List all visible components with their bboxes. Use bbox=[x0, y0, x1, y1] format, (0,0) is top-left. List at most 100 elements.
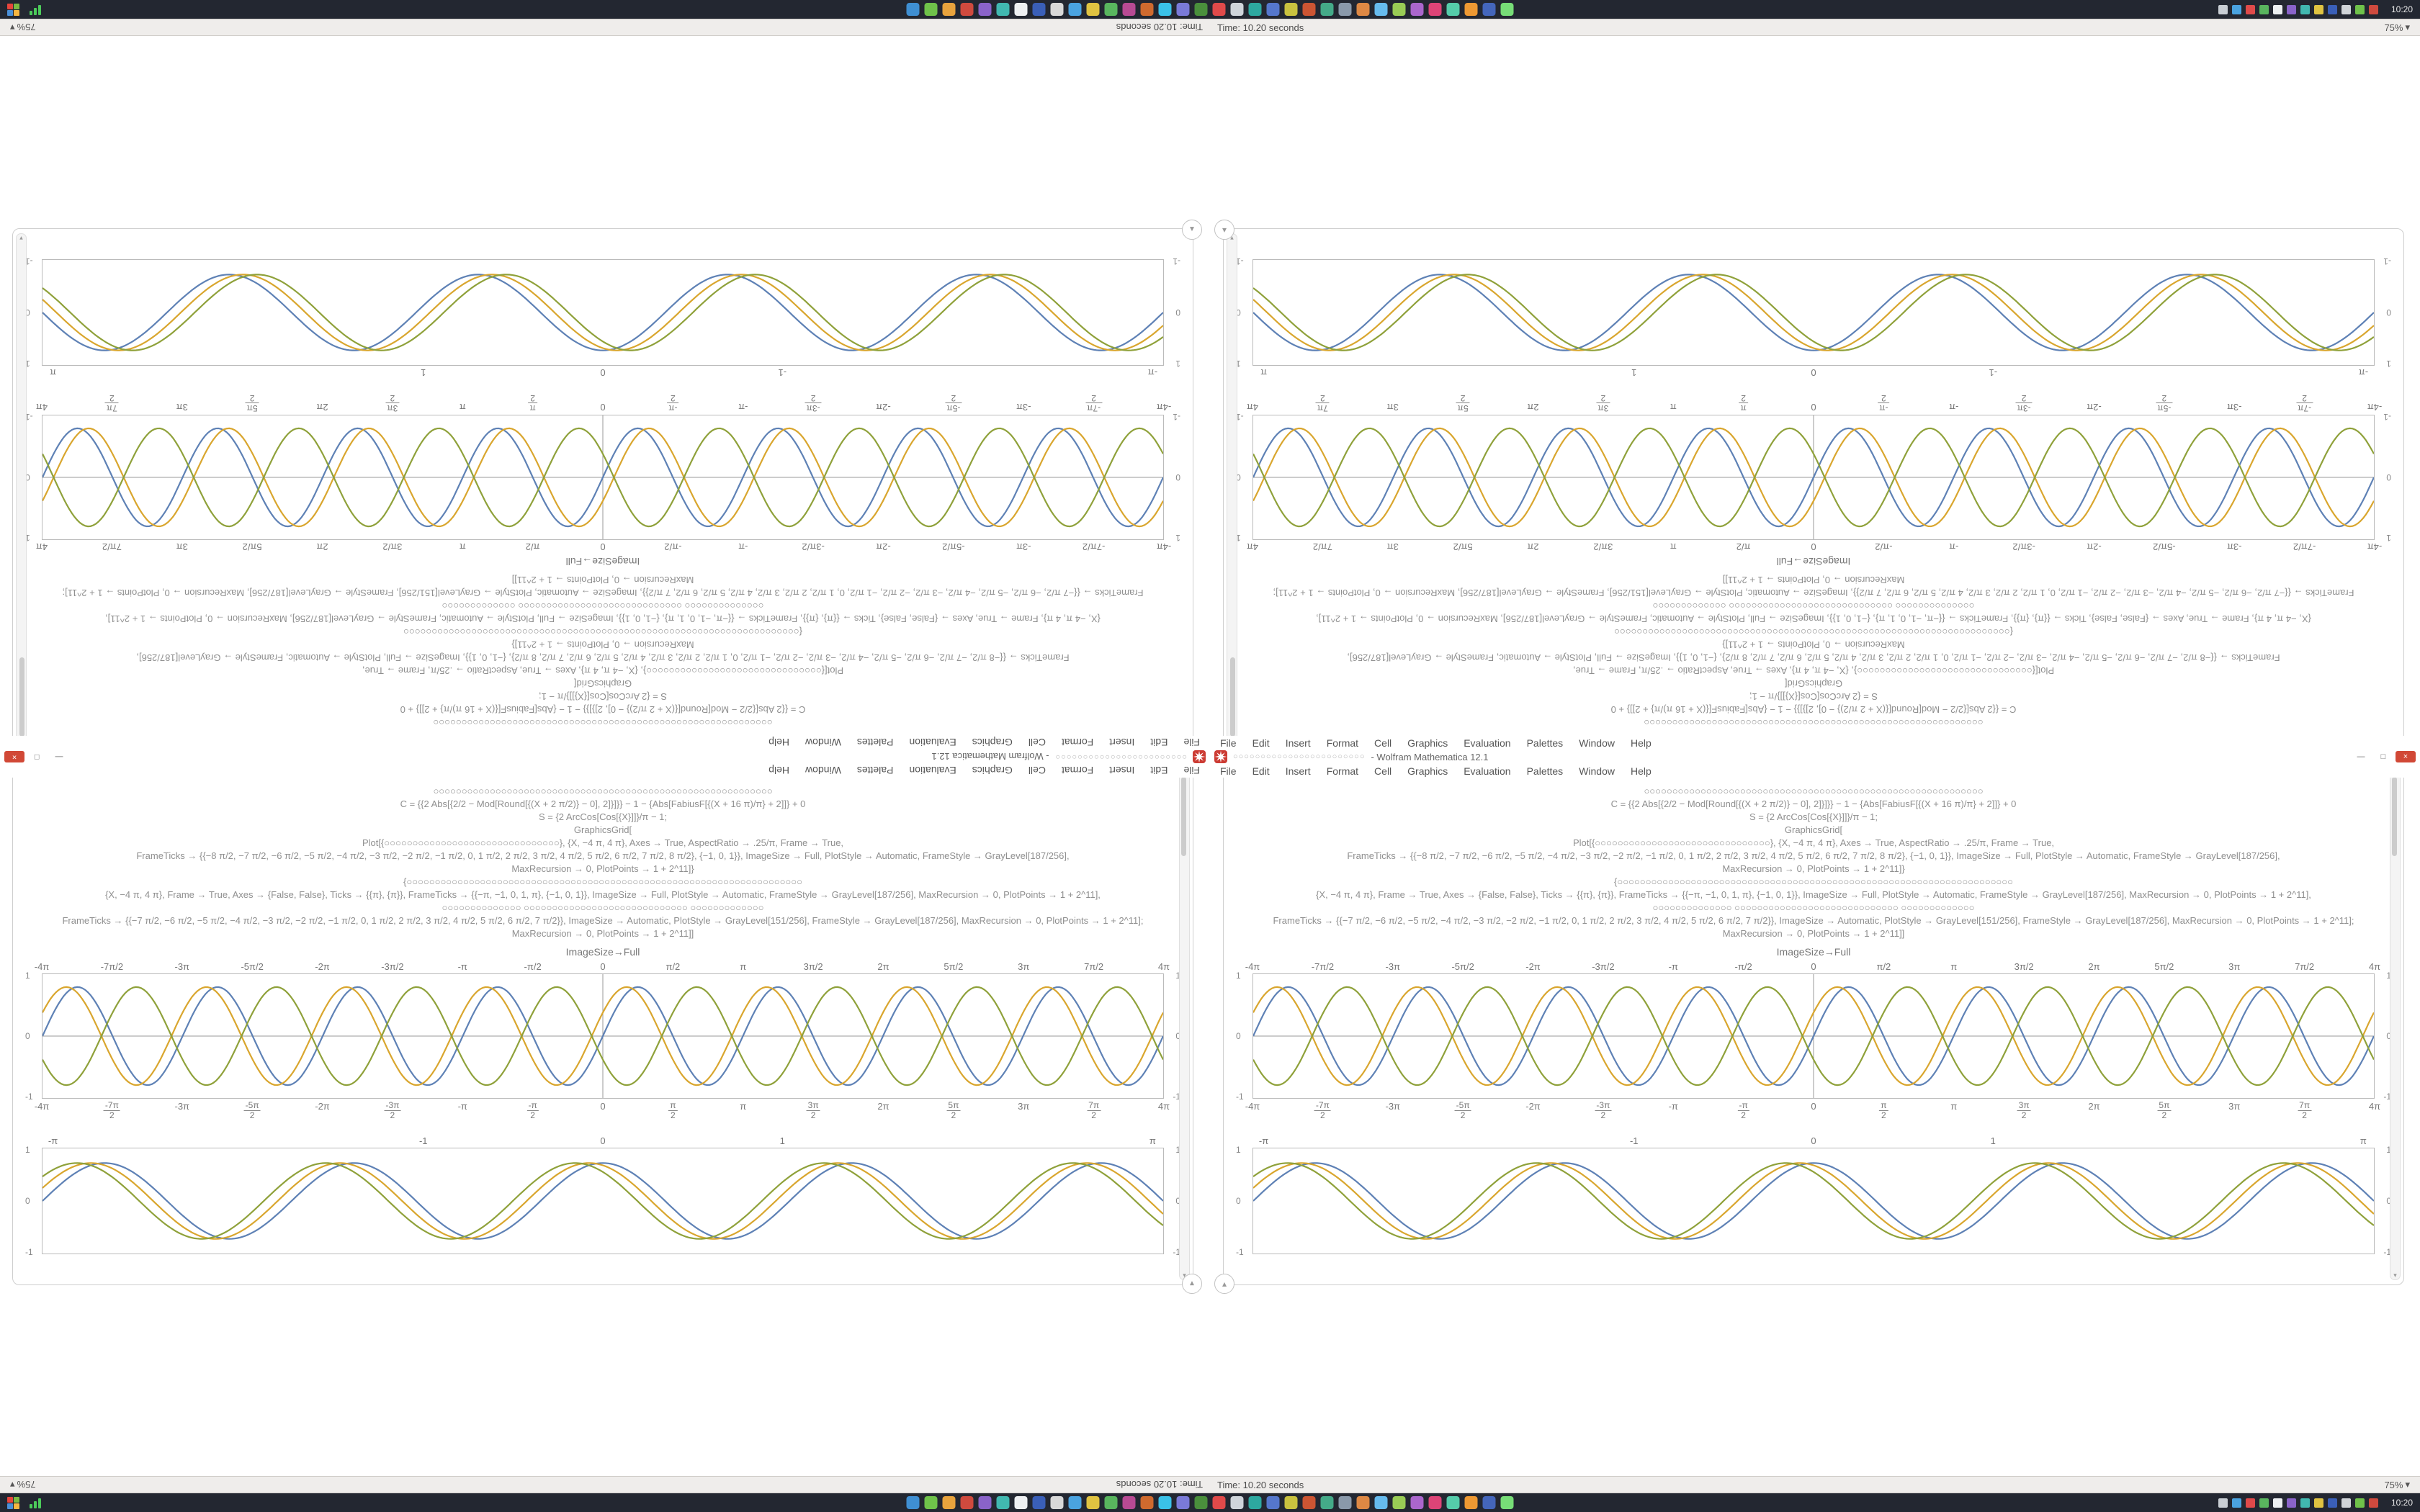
taskbar-icon[interactable] bbox=[1284, 1496, 1298, 1509]
menu-format[interactable]: Format bbox=[1326, 765, 1359, 777]
taskbar-icon[interactable] bbox=[1032, 3, 1046, 16]
taskbar-icon[interactable] bbox=[924, 3, 938, 16]
taskbar-icon[interactable] bbox=[1428, 1496, 1442, 1509]
tray-icon[interactable] bbox=[2327, 1498, 2337, 1508]
scrollbar-thumb[interactable] bbox=[2392, 777, 2397, 856]
maximize-button[interactable]: □ bbox=[34, 752, 40, 761]
menu-graphics[interactable]: Graphics bbox=[1407, 737, 1448, 749]
vertical-scrollbar[interactable]: ▴ ▾ bbox=[16, 233, 27, 753]
cell-group-toggle-button[interactable]: ▾ bbox=[1182, 1274, 1202, 1294]
tray-icon[interactable] bbox=[2245, 4, 2255, 14]
taskbar-icon[interactable] bbox=[1248, 1496, 1262, 1509]
menu-insert[interactable]: Insert bbox=[1109, 737, 1135, 749]
plot-big[interactable]: -4π -7π/2 -3π -5π/2 -2π -3π/2 -π -π/2 0 π/2 π 3π/2 2… bbox=[25, 392, 1180, 553]
tray-icon[interactable] bbox=[2218, 4, 2228, 14]
code-block[interactable]: ○○○○○○○○○○○○○○○○○○○○○○○○○○○○○○○○○○○○○○○○… bbox=[35, 573, 1171, 729]
plot-big[interactable]: -4π -7π/2 -3π -5π/2 -2π -3π/2 -π -π/2 0 π/2 π 3π/2 2… bbox=[1236, 960, 2391, 1122]
plot-small[interactable]: -π -1 0 1 π 1 0 -1 1 0 -1 bbox=[25, 1135, 1180, 1257]
plot-small[interactable]: -π -1 0 1 π 1 0 -1 1 0 -1 bbox=[1236, 256, 2391, 379]
taskbar-icon[interactable] bbox=[1500, 3, 1514, 16]
menu-window[interactable]: Window bbox=[805, 737, 841, 749]
taskbar-icon[interactable] bbox=[1392, 1496, 1406, 1509]
start-tile[interactable] bbox=[14, 3, 19, 9]
taskbar-icon[interactable] bbox=[1464, 3, 1478, 16]
taskbar-icon[interactable] bbox=[1482, 1496, 1496, 1509]
tray-icon[interactable] bbox=[2300, 4, 2310, 14]
taskbar-icon[interactable] bbox=[960, 1496, 974, 1509]
tray-icon[interactable] bbox=[2313, 4, 2323, 14]
zoom-control[interactable]: 75% ▾ bbox=[2384, 1479, 2410, 1490]
close-button[interactable]: × bbox=[2396, 751, 2416, 762]
menu-evaluation[interactable]: Evaluation bbox=[1464, 737, 1511, 749]
code-block[interactable]: ○○○○○○○○○○○○○○○○○○○○○○○○○○○○○○○○○○○○○○○○… bbox=[1245, 573, 2382, 729]
scrollbar-thumb[interactable] bbox=[1230, 657, 1235, 737]
scrollbar-down-button[interactable]: ▾ bbox=[19, 235, 23, 243]
menu-window[interactable]: Window bbox=[1579, 737, 1615, 749]
taskbar-icon[interactable] bbox=[1068, 1496, 1082, 1509]
taskbar-icon[interactable] bbox=[1158, 3, 1172, 16]
menu-insert[interactable]: Insert bbox=[1285, 765, 1311, 777]
menu-edit[interactable]: Edit bbox=[1150, 765, 1168, 777]
menu-evaluation[interactable]: Evaluation bbox=[909, 737, 956, 749]
maximize-button[interactable]: □ bbox=[2380, 752, 2386, 761]
start-button[interactable] bbox=[7, 3, 19, 16]
close-button[interactable]: × bbox=[4, 751, 24, 762]
tray-icon[interactable] bbox=[2341, 4, 2351, 14]
tray-icon[interactable] bbox=[2272, 4, 2282, 14]
taskbar-icon[interactable] bbox=[1284, 3, 1298, 16]
vertical-scrollbar[interactable]: ▴ ▾ bbox=[1227, 233, 1237, 753]
plot-big[interactable]: -4π -7π/2 -3π -5π/2 -2π -3π/2 -π -π/2 0 π/2 π 3π/2 2… bbox=[25, 960, 1180, 1122]
taskbar-icon[interactable] bbox=[1374, 1496, 1388, 1509]
menu-file[interactable]: File bbox=[1183, 765, 1200, 777]
vertical-scrollbar[interactable]: ▴ ▾ bbox=[1179, 760, 1190, 1280]
taskbar-icon[interactable] bbox=[1050, 3, 1064, 16]
taskbar-icon[interactable] bbox=[1464, 1496, 1478, 1509]
tray-icon[interactable] bbox=[2341, 1498, 2351, 1508]
taskbar-icon[interactable] bbox=[1320, 1496, 1334, 1509]
menu-cell[interactable]: Cell bbox=[1028, 765, 1046, 777]
taskbar-icon[interactable] bbox=[1032, 1496, 1046, 1509]
taskbar-icon[interactable] bbox=[1338, 1496, 1352, 1509]
taskbar-icon[interactable] bbox=[1266, 1496, 1280, 1509]
taskbar-icon[interactable] bbox=[1446, 3, 1460, 16]
taskbar-icon[interactable] bbox=[978, 1496, 992, 1509]
start-button[interactable] bbox=[7, 1496, 19, 1509]
taskbar-icon[interactable] bbox=[942, 3, 956, 16]
menu-cell[interactable]: Cell bbox=[1028, 737, 1046, 749]
taskbar-icon[interactable] bbox=[1014, 1496, 1028, 1509]
taskbar-icon[interactable] bbox=[1050, 1496, 1064, 1509]
taskbar-icon[interactable] bbox=[1086, 1496, 1100, 1509]
code-block[interactable]: ○○○○○○○○○○○○○○○○○○○○○○○○○○○○○○○○○○○○○○○○… bbox=[35, 785, 1171, 940]
taskbar-icon[interactable] bbox=[1176, 1496, 1190, 1509]
taskbar-icon[interactable] bbox=[1140, 1496, 1154, 1509]
menu-graphics[interactable]: Graphics bbox=[1407, 765, 1448, 777]
zoom-control[interactable]: 75% ▾ bbox=[2384, 22, 2410, 33]
menu-evaluation[interactable]: Evaluation bbox=[909, 765, 956, 777]
start-tile[interactable] bbox=[7, 1503, 13, 1509]
taskbar-icon[interactable] bbox=[1410, 3, 1424, 16]
taskbar-icon[interactable] bbox=[1500, 1496, 1514, 1509]
tray-icon[interactable] bbox=[2245, 1498, 2255, 1508]
start-tile[interactable] bbox=[7, 3, 13, 9]
menu-graphics[interactable]: Graphics bbox=[972, 765, 1013, 777]
taskbar-icon[interactable] bbox=[1104, 1496, 1118, 1509]
taskbar-icon[interactable] bbox=[1302, 1496, 1316, 1509]
cell-group-toggle-button[interactable]: ▾ bbox=[1214, 220, 1234, 240]
zoom-control[interactable]: 75% ▾ bbox=[10, 22, 36, 34]
tray-clock[interactable]: 10:20 bbox=[2390, 4, 2413, 14]
taskbar-icon[interactable] bbox=[996, 3, 1010, 16]
taskbar-icon[interactable] bbox=[1176, 3, 1190, 16]
taskbar-icon[interactable] bbox=[942, 1496, 956, 1509]
start-tile[interactable] bbox=[14, 1503, 19, 1509]
tray-icon[interactable] bbox=[2259, 1498, 2269, 1508]
taskbar-icon[interactable] bbox=[1194, 3, 1208, 16]
tray-icon[interactable] bbox=[2368, 1498, 2378, 1508]
taskbar-icon[interactable] bbox=[1014, 3, 1028, 16]
tray-icon[interactable] bbox=[2354, 4, 2365, 14]
tray-icon[interactable] bbox=[2286, 1498, 2296, 1508]
window-titlebar[interactable]: ○○○○○○○○○○○○○○○○○○○○○○○○ - Wolfram Mathe… bbox=[0, 750, 1210, 764]
menu-palettes[interactable]: Palettes bbox=[856, 765, 894, 777]
menu-format[interactable]: Format bbox=[1326, 737, 1359, 749]
plot-big[interactable]: -4π -7π/2 -3π -5π/2 -2π -3π/2 -π -π/2 0 π/2 π 3π/2 2… bbox=[1236, 392, 2391, 553]
menu-file[interactable]: File bbox=[1220, 737, 1237, 749]
